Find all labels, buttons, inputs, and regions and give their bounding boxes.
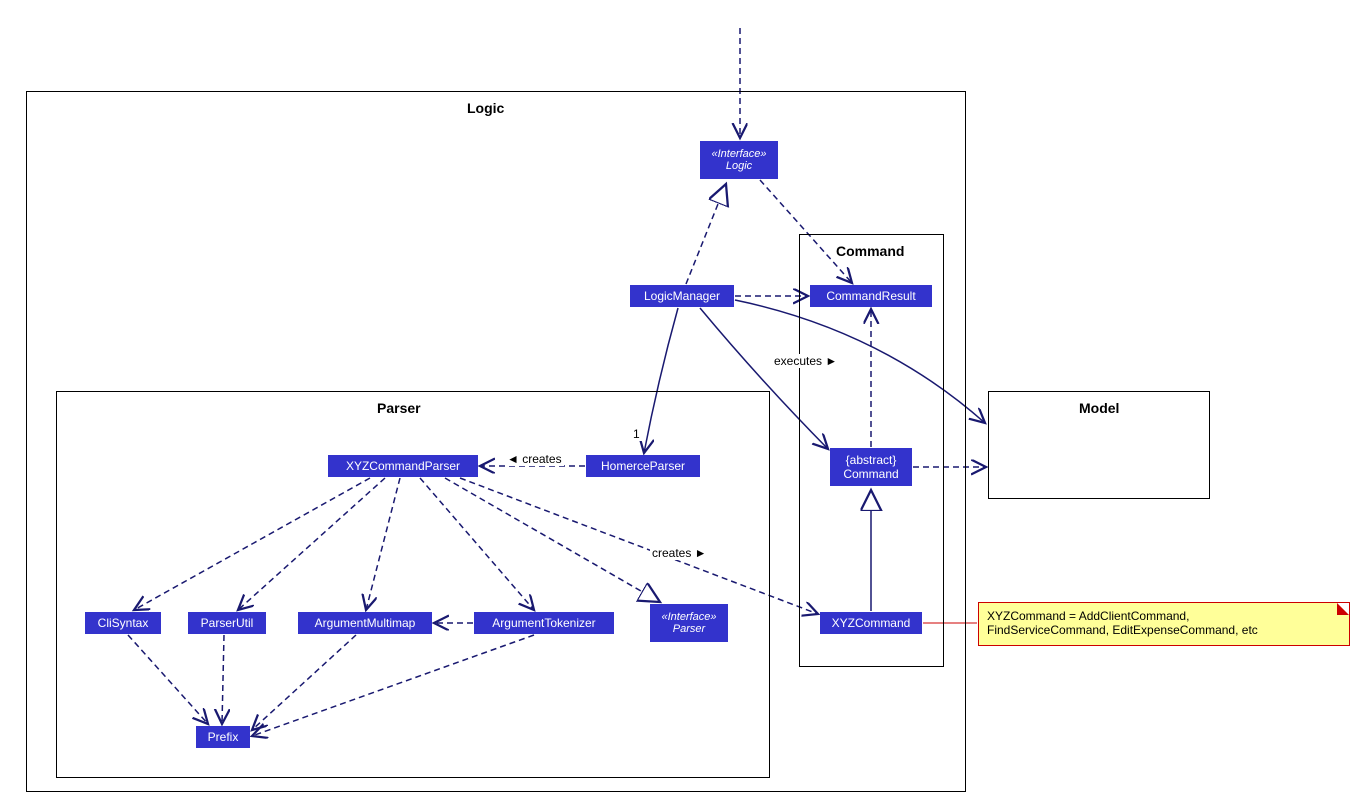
node-argument-tokenizer: ArgumentTokenizer (474, 612, 614, 634)
node-command-result-label: CommandResult (826, 289, 915, 303)
node-parser-util-label: ParserUtil (201, 616, 254, 630)
container-model-label: Model (1079, 400, 1119, 416)
note-line2: FindServiceCommand, EditExpenseCommand, … (987, 623, 1341, 637)
node-argument-multimap-label: ArgumentMultimap (315, 616, 416, 630)
node-interface-parser: «Interface» Parser (650, 604, 728, 642)
node-abstract-command: {abstract} Command (830, 448, 912, 486)
node-xyz-command: XYZCommand (820, 612, 922, 634)
node-argument-multimap: ArgumentMultimap (298, 612, 432, 634)
edge-label-creates-2: creates ► (650, 546, 709, 560)
node-abstract-command-stereo: {abstract} (846, 453, 897, 467)
container-parser: Parser (56, 391, 770, 778)
node-logic-manager-label: LogicManager (644, 289, 720, 303)
node-interface-logic: «Interface» Logic (700, 141, 778, 179)
node-homerce-parser: HomerceParser (586, 455, 700, 477)
node-xyz-command-label: XYZCommand (832, 616, 911, 630)
node-xyz-command-parser: XYZCommandParser (328, 455, 478, 477)
node-interface-parser-stereo: «Interface» (661, 611, 716, 623)
edge-label-one: 1 (631, 427, 642, 441)
node-abstract-command-label: Command (843, 467, 898, 481)
node-prefix: Prefix (196, 726, 250, 748)
edge-label-creates-1: ◄ creates (505, 452, 564, 466)
node-command-result: CommandResult (810, 285, 932, 307)
note-line1: XYZCommand = AddClientCommand, (987, 609, 1341, 623)
node-cli-syntax: CliSyntax (85, 612, 161, 634)
node-interface-logic-stereo: «Interface» (711, 148, 766, 160)
container-model: Model (988, 391, 1210, 499)
container-logic-label: Logic (467, 100, 504, 116)
node-interface-parser-label: Parser (673, 623, 705, 635)
node-parser-util: ParserUtil (188, 612, 266, 634)
node-cli-syntax-label: CliSyntax (98, 616, 149, 630)
note-xyz-command: XYZCommand = AddClientCommand, FindServi… (978, 602, 1350, 646)
node-xyz-command-parser-label: XYZCommandParser (346, 459, 460, 473)
node-logic-manager: LogicManager (630, 285, 734, 307)
node-interface-logic-label: Logic (726, 160, 752, 172)
container-parser-label: Parser (377, 400, 421, 416)
node-homerce-parser-label: HomerceParser (601, 459, 685, 473)
edge-label-executes: executes ► (772, 354, 839, 368)
container-command-label: Command (836, 243, 904, 259)
node-prefix-label: Prefix (208, 730, 239, 744)
node-argument-tokenizer-label: ArgumentTokenizer (492, 616, 595, 630)
